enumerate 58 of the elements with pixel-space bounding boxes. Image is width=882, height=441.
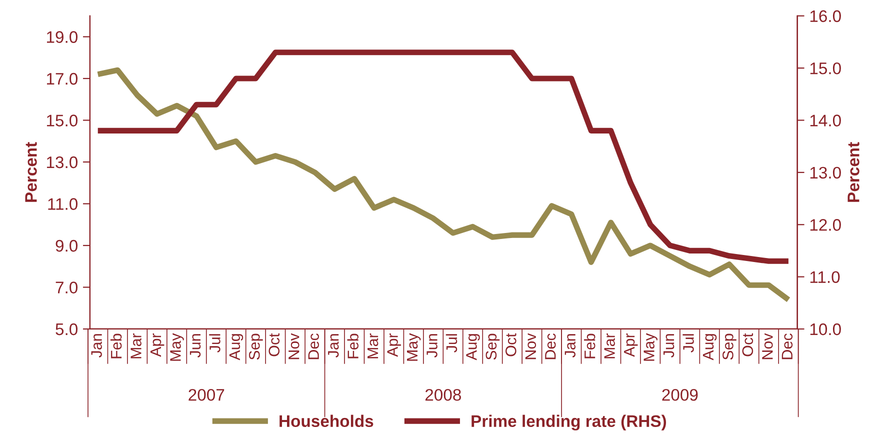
x-tick-label: Feb xyxy=(584,334,596,358)
y2-tick-label: 12.0 xyxy=(810,219,841,231)
x-tick-label: Apr xyxy=(624,333,638,357)
y-tick-label: 5.0 xyxy=(56,323,78,336)
x-tick-label: Jul xyxy=(446,334,458,352)
text: 2008 xyxy=(425,388,461,401)
y-tick-label: 9.0 xyxy=(56,240,78,252)
x-tick-label: Jun xyxy=(426,334,438,358)
x-tick-label: Nov xyxy=(525,333,536,360)
x-tick-label: Jan xyxy=(564,334,576,358)
y-tick-label: 7.0 xyxy=(56,282,78,294)
x-tick-label: Jun xyxy=(664,334,674,358)
y2-tick-label: 11.0 xyxy=(810,271,840,284)
y2-tick-label: 16.0 xyxy=(810,10,841,22)
x-tick-label: Oct xyxy=(505,333,516,356)
x-tick-label: Jul xyxy=(682,334,694,352)
y-tick-label: 17.0 xyxy=(46,72,78,85)
x-tick-label: Feb xyxy=(347,334,358,358)
y2-tick-label: 14.0 xyxy=(810,114,841,126)
x-tick-label: Aug xyxy=(466,334,480,360)
x-tick-label: Dec xyxy=(782,334,793,360)
x-tick-label: Nov xyxy=(288,333,300,360)
x-tick-label: Feb xyxy=(110,334,122,358)
legend-label: Prime lending rate (RHS) xyxy=(472,414,666,430)
x-tick-label: Jun xyxy=(190,334,201,358)
y2-tick-label: 10.0 xyxy=(810,323,841,336)
y2-tick-label: 13.0 xyxy=(810,166,841,179)
x-tick-label: Mar xyxy=(368,333,378,358)
x-tick-label: Dec xyxy=(308,334,319,360)
text: 2007 xyxy=(188,388,224,401)
x-tick-label: Mar xyxy=(130,333,142,358)
y2-axis-title: Percent xyxy=(848,142,860,202)
x-tick-label: May xyxy=(170,333,184,361)
x-tick-label: May xyxy=(406,333,421,361)
x-tick-label: Sep xyxy=(486,334,500,360)
y-tick-label: 11.0 xyxy=(48,198,78,210)
y-tick-label: 15.0 xyxy=(46,114,78,126)
x-tick-label: Oct xyxy=(268,333,280,356)
x-tick-label: Mar xyxy=(604,333,615,358)
y-tick-label: 19.0 xyxy=(46,31,78,43)
x-tick-label: Oct xyxy=(742,333,754,356)
x-tick-label: Dec xyxy=(545,334,556,360)
x-tick-label: Jan xyxy=(328,334,339,358)
x-tick-label: Apr xyxy=(387,333,401,357)
x-tick-label: Aug xyxy=(702,334,717,360)
x-tick-label: Sep xyxy=(722,334,736,360)
legend-label: Households xyxy=(280,414,374,428)
x-tick-label: May xyxy=(644,333,658,361)
x-tick-label: Apr xyxy=(150,333,164,357)
x-tick-label: Sep xyxy=(248,334,263,360)
y-axis-title: Percent xyxy=(25,142,37,202)
x-tick-label: Jan xyxy=(91,334,102,358)
x-tick-label: Aug xyxy=(229,334,244,360)
text: 2009 xyxy=(662,388,698,401)
y-tick-label: 13.0 xyxy=(46,156,78,168)
x-tick-label: Jul xyxy=(209,334,220,352)
y2-tick-label: 15.0 xyxy=(810,62,841,74)
x-tick-label: Nov xyxy=(762,333,773,360)
